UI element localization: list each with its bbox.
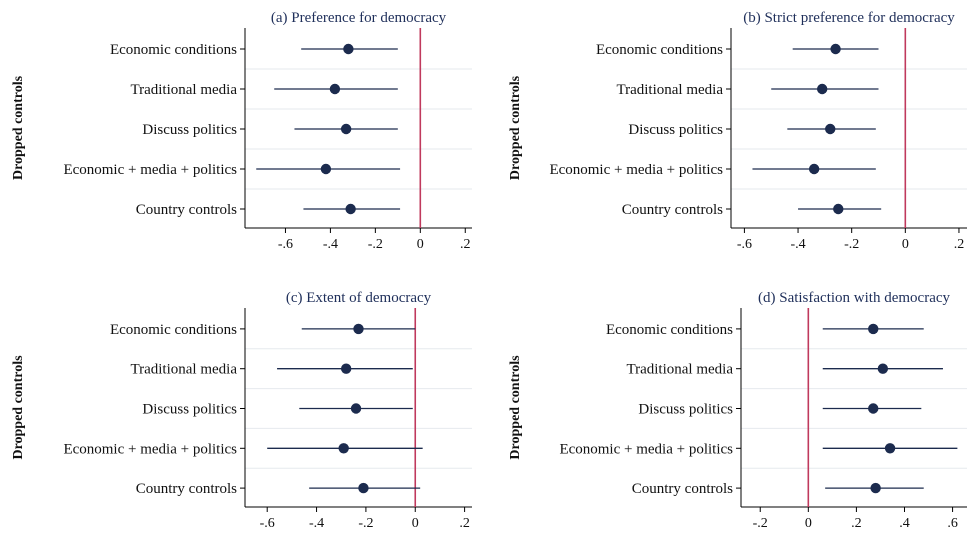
category-label: Economic + media + politics — [559, 441, 733, 457]
category-label: Country controls — [136, 481, 237, 497]
panel-d: (d) Satisfaction with democracy Dropped c… — [508, 290, 967, 531]
category-label: Economic conditions — [606, 322, 733, 338]
point-estimate — [808, 163, 820, 175]
panel-b: (b) Strict preference for democracy Dropp… — [508, 10, 967, 252]
x-tick-label: .2 — [954, 237, 965, 252]
category-label: Economic + media + politics — [549, 162, 723, 178]
category-label: Discuss politics — [638, 402, 733, 418]
point-estimate — [343, 43, 354, 55]
x-tick-label: .4 — [899, 516, 910, 531]
x-tick-label: .2 — [459, 516, 470, 531]
point-estimate — [884, 443, 896, 454]
x-tick-label: 0 — [805, 516, 812, 531]
x-tick-label: 0 — [417, 237, 424, 252]
x-tick-label: 0 — [902, 237, 909, 252]
panel-c: (c) Extent of democracy Dropped controls -… — [11, 290, 472, 531]
x-tick-label: .2 — [460, 237, 471, 252]
category-label: Discuss politics — [142, 122, 237, 138]
x-tick-label: -.6 — [278, 237, 293, 252]
y-axis-label: Dropped controls — [11, 75, 26, 180]
x-tick-label: .6 — [947, 516, 958, 531]
point-estimate — [868, 403, 879, 414]
x-tick-label: 0 — [412, 516, 419, 531]
category-label: Traditional media — [616, 82, 723, 98]
point-estimate — [833, 203, 844, 215]
panel-a: (a) Preference for democracy Dropped cont… — [11, 10, 472, 252]
x-tick-label: -.2 — [844, 237, 859, 252]
point-estimate — [825, 123, 836, 135]
panel-title: (b) Strict preference for democracy — [743, 10, 955, 26]
category-label: Economic conditions — [110, 42, 237, 58]
point-estimate — [340, 363, 352, 374]
category-label: Traditional media — [626, 362, 733, 378]
panel-title: (a) Preference for democracy — [271, 10, 447, 26]
x-tick-label: .2 — [851, 516, 862, 531]
category-label: Economic conditions — [596, 42, 723, 58]
point-estimate — [830, 43, 841, 55]
x-tick-label: -.4 — [323, 237, 338, 252]
x-tick-label: -.4 — [790, 237, 805, 252]
category-label: Economic conditions — [110, 322, 237, 338]
point-estimate — [868, 323, 879, 335]
point-estimate — [350, 403, 362, 414]
y-axis-label: Dropped controls — [508, 75, 523, 180]
point-estimate — [877, 363, 889, 374]
point-estimate — [345, 203, 356, 215]
point-estimate — [340, 123, 352, 135]
category-label: Traditional media — [130, 82, 237, 98]
x-tick-label: -.4 — [309, 516, 324, 531]
category-label: Traditional media — [130, 362, 237, 378]
panel-title: (d) Satisfaction with democracy — [758, 290, 951, 306]
y-axis-label: Dropped controls — [508, 355, 523, 460]
category-label: Discuss politics — [142, 402, 237, 418]
x-tick-label: -.2 — [368, 237, 383, 252]
category-label: Country controls — [632, 481, 733, 497]
x-tick-label: -.2 — [358, 516, 373, 531]
x-tick-label: -.2 — [753, 516, 768, 531]
point-estimate — [338, 443, 349, 454]
x-tick-label: -.6 — [260, 516, 275, 531]
point-estimate — [329, 83, 341, 95]
category-label: Economic + media + politics — [63, 441, 237, 457]
category-label: Discuss politics — [628, 122, 723, 138]
point-estimate — [358, 482, 369, 494]
point-estimate — [870, 482, 881, 494]
y-axis-label: Dropped controls — [11, 355, 26, 460]
point-estimate — [320, 163, 332, 175]
point-estimate — [353, 323, 364, 335]
category-label: Country controls — [622, 202, 723, 218]
panel-title: (c) Extent of democracy — [286, 290, 432, 306]
x-tick-label: -.6 — [737, 237, 752, 252]
category-label: Country controls — [136, 202, 237, 218]
category-label: Economic + media + politics — [63, 162, 237, 178]
point-estimate — [816, 83, 828, 95]
